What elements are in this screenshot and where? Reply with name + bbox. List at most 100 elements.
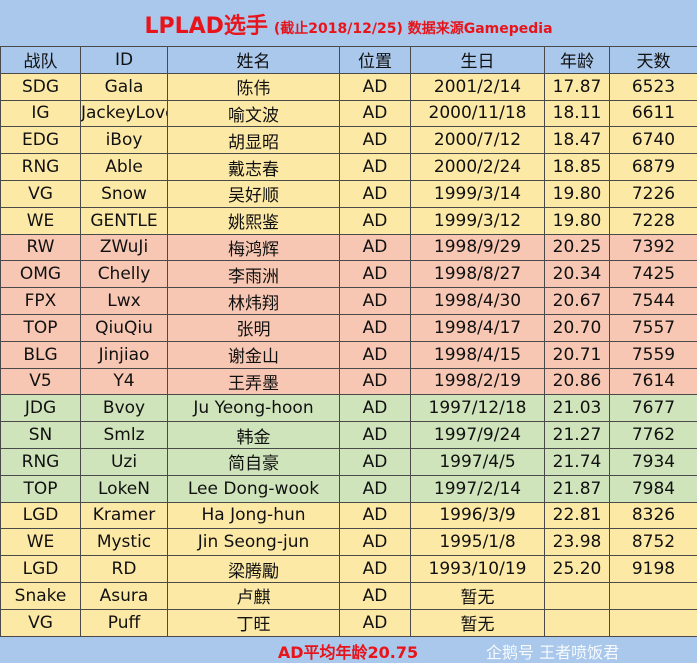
cell-birthday: 1993/10/19 <box>411 556 545 583</box>
cell-days: 6740 <box>610 127 697 154</box>
cell-age: 21.27 <box>545 422 610 449</box>
cell-name: 王弄墨 <box>168 368 340 395</box>
cell-id: QiuQiu <box>81 314 168 341</box>
cell-team: SN <box>1 422 81 449</box>
cell-age <box>545 582 610 609</box>
cell-name: 林炜翔 <box>168 288 340 315</box>
cell-team: BLG <box>1 341 81 368</box>
cell-name: Ha Jong-hun <box>168 502 340 529</box>
cell-name: 戴志春 <box>168 154 340 181</box>
cell-team: IG <box>1 100 81 127</box>
cell-id: RD <box>81 556 168 583</box>
title-main: LPLAD选手 <box>144 14 267 39</box>
cell-team: RNG <box>1 154 81 181</box>
cell-name: 卢麒 <box>168 582 340 609</box>
cell-age: 23.98 <box>545 529 610 556</box>
cell-days: 7614 <box>610 368 697 395</box>
cell-team: VG <box>1 609 81 636</box>
cell-days: 7934 <box>610 448 697 475</box>
cell-age: 22.81 <box>545 502 610 529</box>
cell-position: AD <box>340 207 411 234</box>
cell-position: AD <box>340 556 411 583</box>
cell-name: 梁腾勵 <box>168 556 340 583</box>
cell-position: AD <box>340 154 411 181</box>
cell-age: 18.85 <box>545 154 610 181</box>
cell-age: 19.80 <box>545 207 610 234</box>
cell-age: 25.20 <box>545 556 610 583</box>
cell-team: WE <box>1 529 81 556</box>
cell-birthday: 2000/11/18 <box>411 100 545 127</box>
cell-position: AD <box>340 502 411 529</box>
cell-age: 20.34 <box>545 261 610 288</box>
cell-name: 吴好顺 <box>168 180 340 207</box>
cell-age: 20.67 <box>545 288 610 315</box>
page-title: LPLAD选手 (截止2018/12/25) 数据来源Gamepedia <box>0 8 697 40</box>
cell-age: 17.87 <box>545 73 610 100</box>
title-note: (截止2018/12/25) 数据来源Gamepedia <box>274 21 553 37</box>
col-position: 位置 <box>340 47 411 74</box>
cell-position: AD <box>340 422 411 449</box>
cell-id: Gala <box>81 73 168 100</box>
cell-team: TOP <box>1 314 81 341</box>
cell-name: Jin Seong-jun <box>168 529 340 556</box>
cell-id: GENTLE <box>81 207 168 234</box>
cell-team: JDG <box>1 395 81 422</box>
cell-birthday: 1997/2/14 <box>411 475 545 502</box>
cell-id: Snow <box>81 180 168 207</box>
cell-days: 6611 <box>610 100 697 127</box>
cell-team: FPX <box>1 288 81 315</box>
cell-birthday: 1998/4/15 <box>411 341 545 368</box>
cell-id: Bvoy <box>81 395 168 422</box>
cell-name: 喻文波 <box>168 100 340 127</box>
cell-id: JackeyLove <box>81 100 168 127</box>
col-birthday: 生日 <box>411 47 545 74</box>
cell-team: V5 <box>1 368 81 395</box>
cell-position: AD <box>340 180 411 207</box>
cell-age: 20.70 <box>545 314 610 341</box>
cell-age: 18.47 <box>545 127 610 154</box>
cell-position: AD <box>340 475 411 502</box>
cell-id: Smlz <box>81 422 168 449</box>
cell-birthday: 1999/3/12 <box>411 207 545 234</box>
cell-id: Kramer <box>81 502 168 529</box>
cell-days: 7392 <box>610 234 697 261</box>
cell-birthday: 暂无 <box>411 609 545 636</box>
header-row: 战队 ID 姓名 位置 生日 年龄 天数 <box>1 47 697 74</box>
cell-id: Jinjiao <box>81 341 168 368</box>
cell-team: LGD <box>1 556 81 583</box>
cell-team: SDG <box>1 73 81 100</box>
cell-days: 6879 <box>610 154 697 181</box>
cell-birthday: 2000/7/12 <box>411 127 545 154</box>
cell-days: 6523 <box>610 73 697 100</box>
cell-team: RNG <box>1 448 81 475</box>
col-team: 战队 <box>1 47 81 74</box>
cell-name: 丁旺 <box>168 609 340 636</box>
cell-birthday: 1997/9/24 <box>411 422 545 449</box>
cell-position: AD <box>340 448 411 475</box>
cell-days: 7228 <box>610 207 697 234</box>
cell-id: ZWuJi <box>81 234 168 261</box>
cell-id: Mystic <box>81 529 168 556</box>
cell-id: Asura <box>81 582 168 609</box>
cell-birthday: 1997/12/18 <box>411 395 545 422</box>
cell-days <box>610 609 697 636</box>
cell-position: AD <box>340 127 411 154</box>
cell-position: AD <box>340 234 411 261</box>
cell-position: AD <box>340 609 411 636</box>
col-age: 年龄 <box>545 47 610 74</box>
cell-team: RW <box>1 234 81 261</box>
cell-team: EDG <box>1 127 81 154</box>
cell-team: WE <box>1 207 81 234</box>
cell-id: Lwx <box>81 288 168 315</box>
